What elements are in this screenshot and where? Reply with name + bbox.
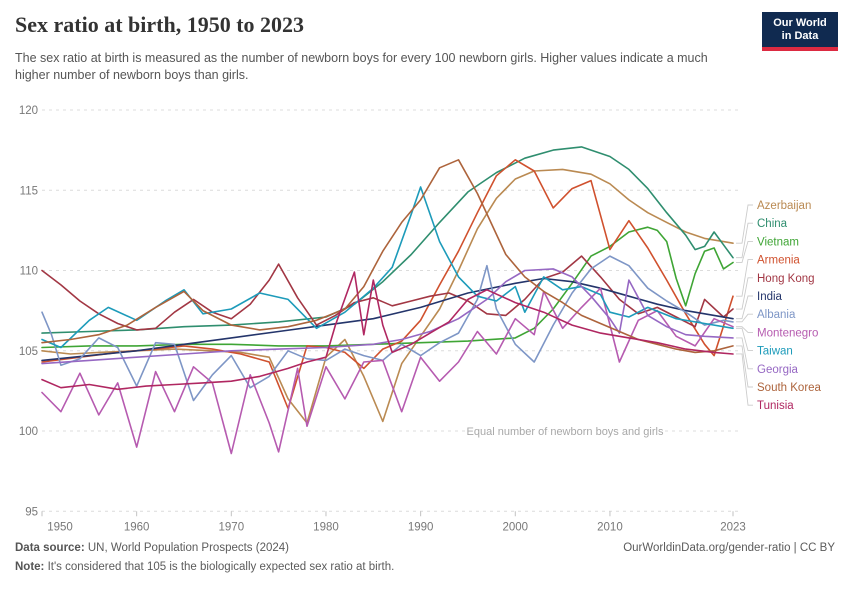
chart-canvas[interactable]: 95 100 105 110 115 120 1950 1960 1970 1980 1990 200…	[0, 95, 850, 545]
citation-link[interactable]: OurWorldinData.org/gender-ratio | CC BY	[623, 542, 835, 554]
legend-label-india[interactable]: India	[757, 291, 783, 303]
series-line-vietnam[interactable]	[41, 226, 734, 349]
legend-label-armenia[interactable]: Armenia	[757, 255, 800, 267]
x-tick-label-2023: 2023	[720, 521, 746, 533]
legend-connector-georgia	[736, 337, 753, 370]
legend-label-south-korea[interactable]: South Korea	[757, 382, 822, 394]
legend-label-china[interactable]: China	[757, 218, 788, 230]
x-tick-label-1950: 1950	[47, 521, 73, 533]
x-tick-label-1970: 1970	[219, 521, 245, 533]
legend-connector-taiwan	[736, 327, 753, 352]
legend-connector-montenegro	[736, 326, 753, 333]
note-text: It's considered that 105 is the biologic…	[44, 561, 395, 573]
data-source: Data source: UN, World Population Prospe…	[15, 542, 289, 554]
owid-logo-line2: in Data	[781, 30, 819, 42]
legend-connector-armenia	[736, 259, 753, 297]
legend-label-tunisia[interactable]: Tunisia	[757, 400, 794, 412]
series-line-south-korea[interactable]	[41, 159, 734, 354]
y-tick-label-110: 110	[20, 266, 38, 278]
note-label: Note:	[15, 561, 45, 573]
legend-connector-india	[736, 295, 753, 320]
series-line-tunisia[interactable]	[41, 271, 734, 391]
x-tick-label-1990: 1990	[408, 521, 434, 533]
legend-label-taiwan[interactable]: Taiwan	[757, 346, 793, 358]
legend-connector-azerbaijan	[736, 204, 753, 244]
x-tick-label-2000: 2000	[502, 521, 528, 533]
legend-label-hong-kong[interactable]: Hong Kong	[757, 273, 815, 285]
chart-subtitle: The sex ratio at birth is measured as th…	[15, 51, 708, 83]
x-tick-label-2010: 2010	[597, 521, 623, 533]
y-tick-label-115: 115	[20, 185, 38, 197]
y-tick-label-105: 105	[19, 346, 38, 358]
legend-label-albania[interactable]: Albania	[757, 309, 796, 321]
owid-logo: Our World in Data	[762, 12, 838, 51]
y-tick-label-95: 95	[25, 506, 38, 518]
data-source-label: Data source:	[15, 542, 85, 554]
legend-connector-china	[736, 222, 753, 259]
y-tick-label-120: 120	[19, 105, 38, 117]
series-line-georgia[interactable]	[41, 268, 734, 365]
legend-label-georgia[interactable]: Georgia	[757, 364, 799, 376]
x-tick-label-1980: 1980	[313, 521, 339, 533]
legend-label-azerbaijan[interactable]: Azerbaijan	[757, 200, 811, 212]
legend-connector-hong-kong	[736, 277, 753, 310]
x-tick-label-1960: 1960	[124, 521, 150, 533]
y-tick-label-100: 100	[19, 426, 38, 438]
chart-footer: Data source: UN, World Population Prospe…	[15, 542, 835, 573]
legend-label-vietnam[interactable]: Vietnam	[757, 236, 799, 248]
legend-connector-albania	[736, 313, 753, 323]
line-chart-area[interactable]: 95 100 105 110 115 120 1950 1960 1970 1980 1990 200…	[0, 95, 850, 545]
data-source-text: UN, World Population Prospects (2024)	[84, 542, 289, 554]
chart-note: Note: It's considered that 105 is the bi…	[15, 561, 394, 573]
page-title: Sex ratio at birth, 1950 to 2023	[15, 12, 305, 37]
owid-logo-line1: Our World	[773, 17, 827, 29]
legend-connector-tunisia	[736, 353, 753, 406]
legend-connector-vietnam	[736, 240, 753, 263]
series-line-india[interactable]	[41, 277, 734, 362]
equal-ratio-annotation: Equal number of newborn boys and girls	[467, 426, 664, 438]
legend-label-montenegro[interactable]: Montenegro	[757, 327, 818, 339]
series-line-hong-kong[interactable]	[41, 255, 734, 331]
legend-connector-south-korea	[736, 345, 753, 388]
series-line-taiwan[interactable]	[41, 186, 734, 349]
series-line-china[interactable]	[41, 146, 734, 334]
